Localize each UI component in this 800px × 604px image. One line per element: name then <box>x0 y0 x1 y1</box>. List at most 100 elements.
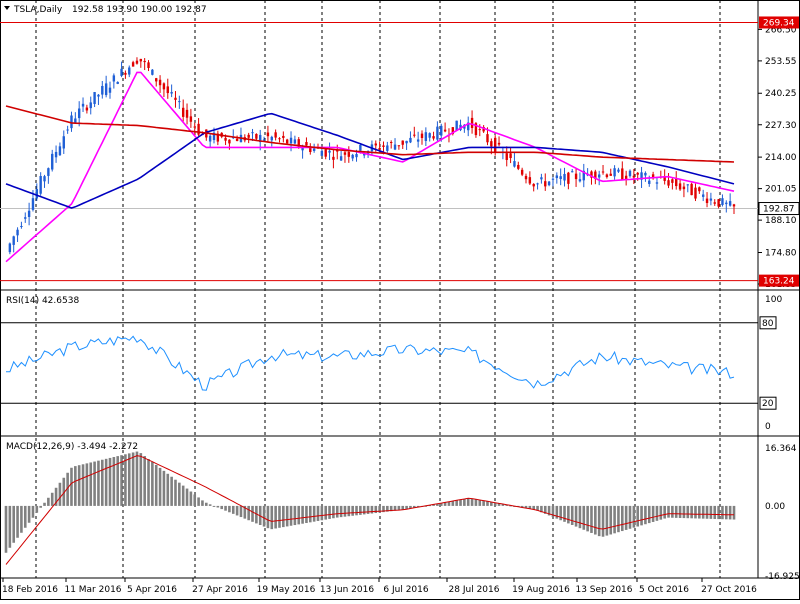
rsi-panel <box>0 322 758 404</box>
rsi-level-badge <box>759 316 777 330</box>
macd-histogram-bar <box>301 505 304 524</box>
candle-body <box>420 133 424 139</box>
candle-body <box>31 198 35 210</box>
macd-histogram-bar <box>451 501 455 506</box>
candle-body <box>728 201 732 206</box>
price-level-badge-label: 269.34 <box>763 18 795 28</box>
candle-body <box>451 127 455 134</box>
macd-histogram-bar <box>620 505 624 532</box>
time-tick-label: 13 Sep 2016 <box>575 585 632 595</box>
candle-body <box>528 177 532 184</box>
candle-body <box>547 181 551 186</box>
candle-body <box>351 154 354 159</box>
chart-header: TSLA,Daily 192.58 193.90 190.00 192.87 <box>4 5 207 15</box>
macd-histogram-bar <box>31 505 35 518</box>
rsi-tick-label: 80 <box>762 319 774 329</box>
time-tick-label: 28 Jul 2016 <box>449 585 500 595</box>
macd-histogram-bar <box>482 500 485 506</box>
macd-histogram-bar <box>597 505 601 537</box>
macd-histogram-bar <box>170 476 173 506</box>
macd-histogram-bar <box>289 505 293 526</box>
macd-histogram-bar <box>582 505 586 530</box>
macd-histogram-bar <box>312 505 316 522</box>
macd-histogram-bar <box>359 505 362 515</box>
macd-histogram-bar <box>655 505 659 521</box>
candle-body <box>12 236 15 245</box>
candle-body <box>297 139 300 147</box>
candle-body <box>624 175 628 181</box>
time-tick-label: 5 Oct 2016 <box>639 585 689 595</box>
candle-body <box>644 172 647 176</box>
candle-body <box>262 139 266 141</box>
macd-histogram-bar <box>540 505 543 513</box>
candle-body <box>58 146 62 156</box>
candle-body <box>513 161 516 167</box>
macd-histogram-bar <box>228 505 231 513</box>
candle-body <box>590 171 593 178</box>
macd-histogram-bar <box>216 505 220 508</box>
candle-body <box>597 174 601 178</box>
candle-body <box>89 102 92 109</box>
candle-body <box>332 156 335 160</box>
candle-body <box>609 173 612 176</box>
macd-histogram-bar <box>486 501 489 506</box>
candle-body <box>81 103 85 107</box>
candle-body <box>497 142 501 145</box>
candle-body <box>363 153 366 156</box>
symbol-menu-icon[interactable] <box>4 6 10 10</box>
macd-histogram-bar <box>721 505 724 520</box>
candle-body <box>401 140 404 145</box>
macd-histogram-bar <box>124 454 127 506</box>
price-tick-label: 214.00 <box>765 153 797 163</box>
ma-mid-line <box>5 112 735 209</box>
price-tick-label: 201.05 <box>765 185 797 195</box>
macd-histogram-bar <box>97 460 100 506</box>
macd-histogram-bar <box>77 465 81 506</box>
macd-histogram-bar <box>555 505 559 519</box>
macd-histogram-bar <box>490 501 493 506</box>
candle-body <box>563 173 566 181</box>
candle-body <box>293 139 297 144</box>
candle-body <box>339 156 343 161</box>
candle-body <box>663 176 666 181</box>
candle-body <box>305 142 308 146</box>
macd-histogram-bar <box>563 505 566 522</box>
candle-body <box>347 152 351 157</box>
macd-histogram-bar <box>574 505 578 527</box>
candle-body <box>235 138 239 142</box>
candle-body <box>47 168 50 176</box>
candle-body <box>104 83 108 96</box>
candle-body <box>725 202 728 205</box>
candle-body <box>143 60 146 63</box>
rsi-tick-label: 100 <box>765 295 782 305</box>
macd-histogram-bar <box>601 505 605 537</box>
candle-body <box>62 136 65 149</box>
macd-histogram-bar <box>93 461 96 506</box>
candle-body <box>443 129 447 132</box>
macd-histogram-bar <box>266 505 270 529</box>
candle-body <box>139 58 143 62</box>
macd-histogram-bar <box>239 505 243 518</box>
candle-body <box>35 189 39 199</box>
candle-body <box>628 170 632 177</box>
macd-tick-label: 16.364 <box>765 444 797 454</box>
candle-body <box>578 179 582 182</box>
candle-body <box>701 194 705 197</box>
y-axis-labels: 266.50 253.55 240.25 227.30 214.00 201.05 188.… <box>758 16 800 582</box>
macd-histogram-bar <box>151 461 154 506</box>
macd-histogram-bar <box>116 456 120 506</box>
candle-body <box>112 75 116 82</box>
candle-body <box>166 86 169 94</box>
candle-body <box>328 150 331 153</box>
candle-body <box>39 176 42 194</box>
macd-histogram-bar <box>578 505 582 529</box>
macd-histogram-bar <box>401 505 405 510</box>
candle-body <box>416 139 420 142</box>
candle-body <box>374 143 377 146</box>
candle-body <box>551 178 555 180</box>
candle-body <box>255 133 258 139</box>
candle-body <box>74 118 77 123</box>
macd-histogram-bar <box>690 505 693 519</box>
macd-histogram-bar <box>505 504 509 506</box>
